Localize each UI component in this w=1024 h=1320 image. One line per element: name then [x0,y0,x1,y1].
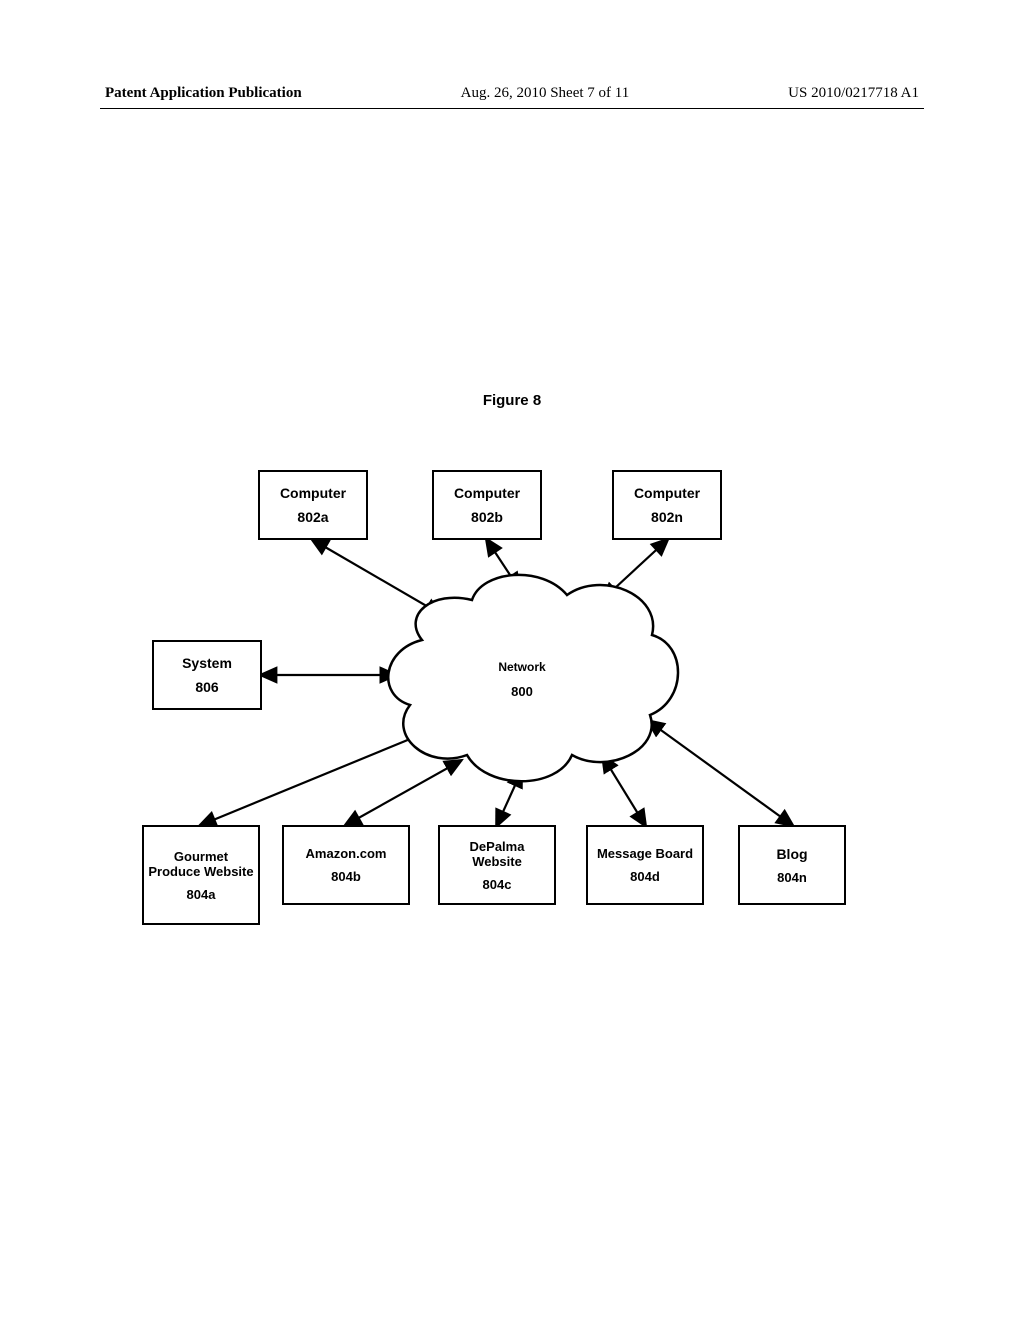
edge [647,720,792,825]
node-ref: 804c [483,877,512,892]
header-rule [100,108,924,109]
node-title: Computer [280,485,346,501]
node-ref: 804n [777,870,807,885]
node-ref: 802n [651,509,683,525]
cloud-ref: 800 [482,684,562,699]
node-msgbrd: Message Board 804d [586,825,704,905]
node-title: Gourmet Produce Website [148,849,254,879]
node-title: Message Board [597,846,693,861]
edge [487,540,520,590]
node-comp_b: Computer 802b [432,470,542,540]
node-gourmet: Gourmet Produce Website 804a [142,825,260,925]
node-ref: 802a [297,509,328,525]
edge [313,540,442,615]
page-header: Patent Application Publication Aug. 26, … [105,85,919,102]
node-ref: 806 [195,679,218,695]
edge [602,540,667,600]
node-ref: 804a [187,887,216,902]
node-title: Amazon.com [306,846,387,861]
node-comp_a: Computer 802a [258,470,368,540]
node-amazon: Amazon.com 804b [282,825,410,905]
node-system: System 806 [152,640,262,710]
node-title: Computer [454,485,520,501]
network-diagram: Network 800 Computer802aComputer802bComp… [142,470,882,930]
edge [346,760,462,825]
edge [602,755,645,825]
header-left: Patent Application Publication [105,85,302,102]
node-title: System [182,655,232,671]
node-ref: 804b [331,869,361,884]
edge [201,730,432,825]
page: Patent Application Publication Aug. 26, … [0,0,1024,1320]
node-comp_n: Computer 802n [612,470,722,540]
node-depalma: DePalma Website 804c [438,825,556,905]
node-ref: 804d [630,869,660,884]
header-mid: Aug. 26, 2010 Sheet 7 of 11 [461,85,630,102]
cloud-label: Network 800 [482,660,562,699]
edge [497,770,522,825]
cloud-title: Network [482,660,562,674]
node-ref: 802b [471,509,503,525]
header-right: US 2010/0217718 A1 [788,85,919,102]
figure-title: Figure 8 [0,392,1024,409]
node-blog: Blog 804n [738,825,846,905]
node-title: Blog [776,846,807,862]
node-title: Computer [634,485,700,501]
node-title: DePalma Website [444,839,550,869]
